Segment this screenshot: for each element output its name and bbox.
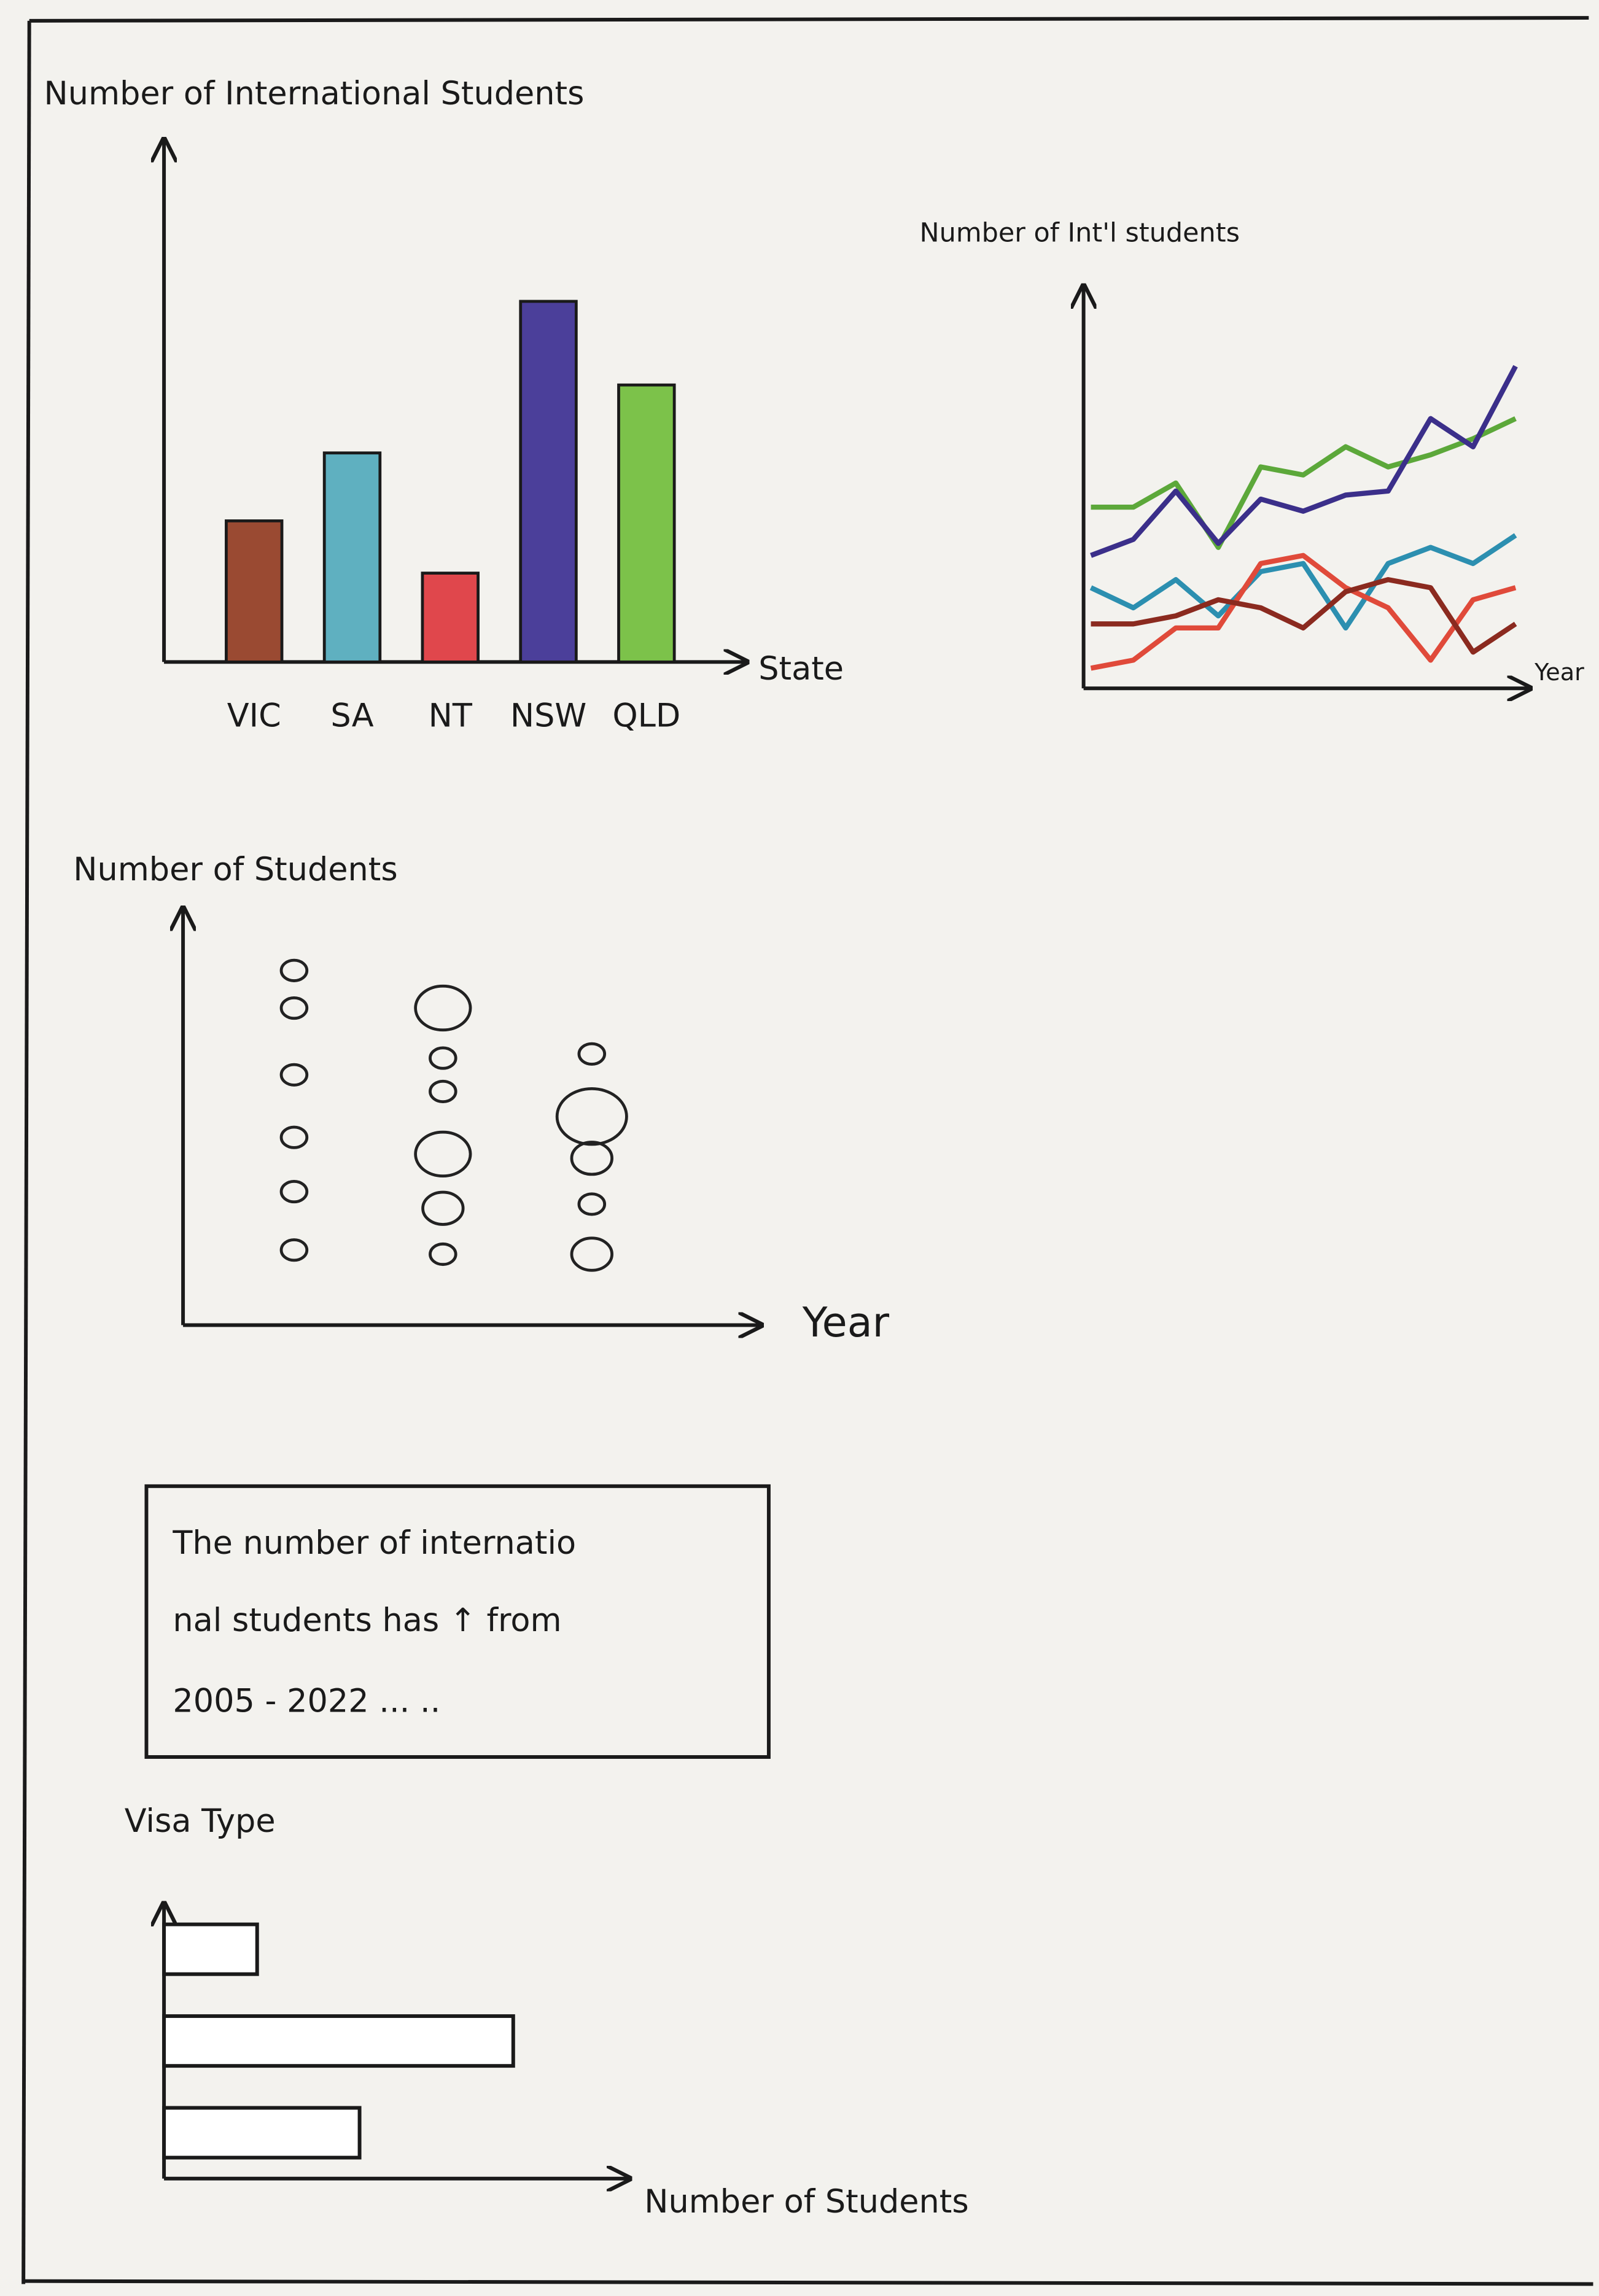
page-border (23, 2279, 1593, 2286)
chart-title: Number of Int'l students (920, 217, 1240, 248)
bubble (421, 1190, 465, 1226)
x-axis-title: Year (1534, 659, 1584, 686)
x-axis-title: Number of Students (644, 2183, 968, 2220)
bar (162, 1922, 259, 1976)
bubble (279, 958, 309, 982)
line-series (1090, 365, 1518, 558)
bubble (570, 1141, 613, 1176)
bubble (414, 1130, 472, 1178)
note-line: nal students has ↑ from (173, 1602, 561, 1639)
note-line: The number of internatio (172, 1524, 576, 1562)
bubble (279, 1125, 309, 1149)
x-axis-title: Year (802, 1298, 890, 1346)
bubble (279, 1063, 309, 1087)
line-series (1091, 577, 1517, 655)
x-tick-label: VIC (227, 697, 281, 735)
bar (162, 2014, 515, 2068)
note-line: 2005 - 2022 ... .. (173, 1682, 440, 1720)
line-series (1091, 416, 1517, 550)
bar (617, 383, 676, 664)
bar (225, 519, 284, 664)
x-tick-label: NT (429, 697, 473, 735)
x-tick-label: NSW (510, 697, 586, 735)
bubble (279, 1238, 309, 1262)
x-tick-label: SA (330, 697, 373, 735)
page-border (21, 20, 31, 2284)
bar (162, 2106, 362, 2160)
bubble (555, 1087, 628, 1146)
bubble (279, 996, 309, 1020)
bubble (570, 1236, 613, 1272)
chart-title: Number of International Students (44, 75, 585, 112)
bubble (429, 1242, 457, 1266)
line-series (1089, 533, 1517, 631)
page-border (29, 16, 1589, 23)
x-axis-title: State (758, 650, 844, 688)
x-tick-label: QLD (612, 697, 680, 735)
line-series (1090, 553, 1517, 671)
note-box (144, 1484, 771, 1759)
bar (322, 451, 382, 664)
bubble (279, 1179, 309, 1204)
bubble (577, 1042, 607, 1066)
bar (421, 572, 480, 664)
y-axis-title: Visa Type (125, 1802, 276, 1840)
bubble (577, 1192, 607, 1216)
bar (519, 300, 578, 664)
chart-title: Number of Students (73, 851, 397, 888)
bubble (429, 1079, 457, 1104)
bubble (414, 984, 472, 1032)
bubble (429, 1046, 457, 1070)
